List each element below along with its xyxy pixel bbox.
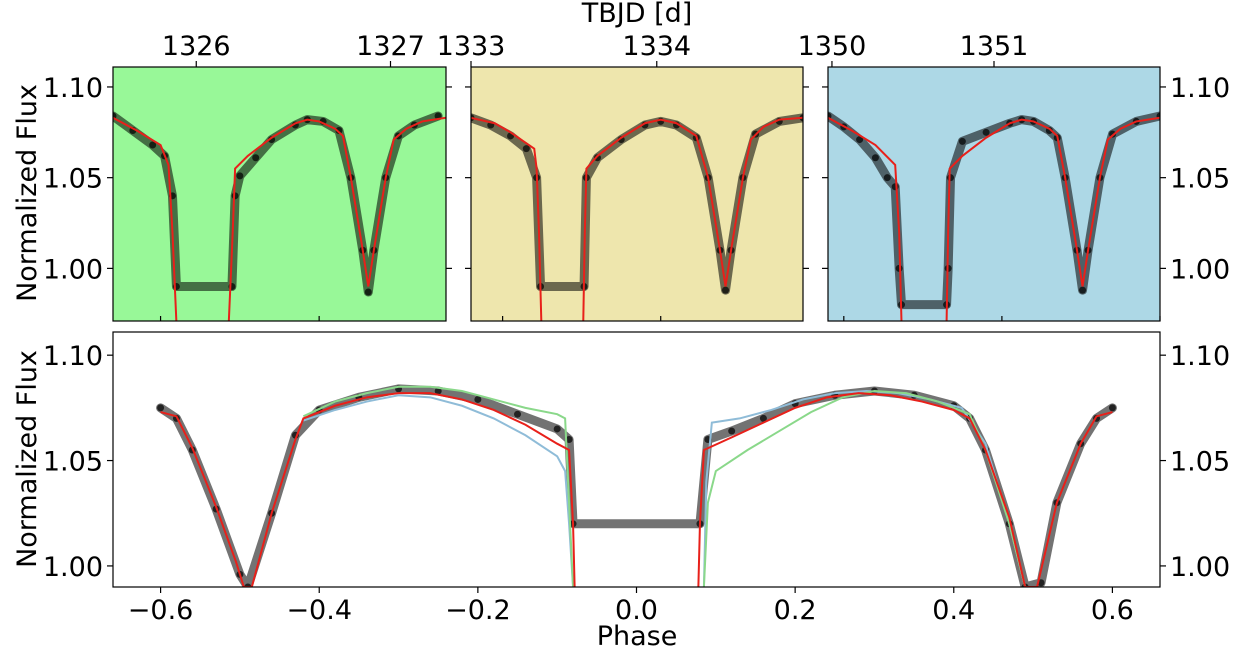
- data-point: [514, 410, 522, 418]
- data-point: [474, 395, 482, 403]
- data-point: [891, 183, 899, 191]
- x-tick-label: 0.6: [1091, 595, 1134, 626]
- data-point: [982, 128, 990, 136]
- panel-top-right: 1.00 1.05 1.10 1350 1351: [798, 31, 1230, 322]
- data-point: [149, 141, 157, 149]
- y-tick-label: 1.05: [43, 164, 103, 195]
- top-tick-label: 1326: [162, 31, 231, 62]
- panel-top-left: 1.00 1.05 1.10 1326 1327: [43, 31, 452, 322]
- data-point: [728, 427, 736, 435]
- y-tick-label: 1.10: [1170, 73, 1230, 104]
- x-tick-label: −0.6: [128, 595, 194, 626]
- model-curve: [302, 385, 575, 587]
- y-tick-label: 1.00: [43, 552, 103, 583]
- data-point: [434, 387, 442, 395]
- x-tick-label: 0.0: [615, 595, 658, 626]
- x-tick-label: 0.4: [932, 595, 975, 626]
- data-point: [252, 154, 260, 162]
- data-point: [958, 137, 966, 145]
- panel-bottom: 1.00 1.00 1.05 1.05 1.10 1.10 −0.6 −0.4 −0.2 0.0 0…: [43, 331, 1230, 626]
- data-point: [335, 127, 343, 134]
- model-curve: [828, 116, 1160, 321]
- model-curve: [160, 392, 576, 587]
- top-axis-title: TBJD [d]: [581, 0, 693, 29]
- top-tick-label: 1334: [622, 31, 691, 62]
- top-tick-label: 1327: [356, 31, 425, 62]
- y-tick-label: 1.05: [43, 447, 103, 478]
- x-tick-label: −0.2: [445, 595, 511, 626]
- y-tick-label: 1.00: [43, 254, 103, 285]
- data-point: [565, 435, 573, 443]
- y-tick-label: 1.10: [43, 341, 103, 372]
- top-tick-label: 1351: [960, 31, 1029, 62]
- plot-frame: [112, 66, 447, 322]
- data-point: [593, 154, 601, 162]
- data-point: [883, 174, 891, 182]
- model-curve: [471, 116, 803, 321]
- data-point: [236, 172, 244, 180]
- data-point: [522, 145, 530, 153]
- top-tick-label: 1350: [798, 31, 867, 62]
- x-tick-label: −0.4: [286, 595, 352, 626]
- data-point: [871, 154, 879, 162]
- y-tick-label: 1.10: [1170, 341, 1230, 372]
- data-point: [1079, 286, 1087, 294]
- top-tick-label: 1333: [437, 31, 506, 62]
- plot-background: [113, 332, 1160, 587]
- y-tick-label: 1.05: [1170, 447, 1230, 478]
- data-point: [553, 425, 561, 433]
- plot-frame: [470, 66, 804, 322]
- model-curve: [702, 390, 1027, 587]
- y-tick-label: 1.05: [1170, 164, 1230, 195]
- model-curve: [113, 116, 446, 321]
- data-point: [1108, 404, 1116, 412]
- data-point: [722, 286, 730, 294]
- model-curve: [697, 392, 1113, 587]
- data-point: [759, 414, 767, 422]
- x-axis-title: Phase: [597, 621, 678, 652]
- model-curve: [303, 394, 575, 587]
- x-tick-label: 0.2: [774, 595, 817, 626]
- panel-top-middle: 1333 1334: [437, 31, 809, 322]
- data-point: [856, 136, 864, 144]
- data-point: [157, 404, 165, 412]
- y-axis-title-top: Normalized Flux: [12, 84, 43, 302]
- plot-background: [828, 67, 1160, 321]
- y-tick-label: 1.10: [43, 73, 103, 104]
- plot-background: [113, 67, 446, 321]
- y-axis-title-bottom: Normalized Flux: [12, 350, 43, 568]
- y-tick-label: 1.00: [1170, 552, 1230, 583]
- y-tick-label: 1.00: [1170, 254, 1230, 285]
- plot-background: [471, 67, 803, 321]
- data-point: [364, 288, 372, 296]
